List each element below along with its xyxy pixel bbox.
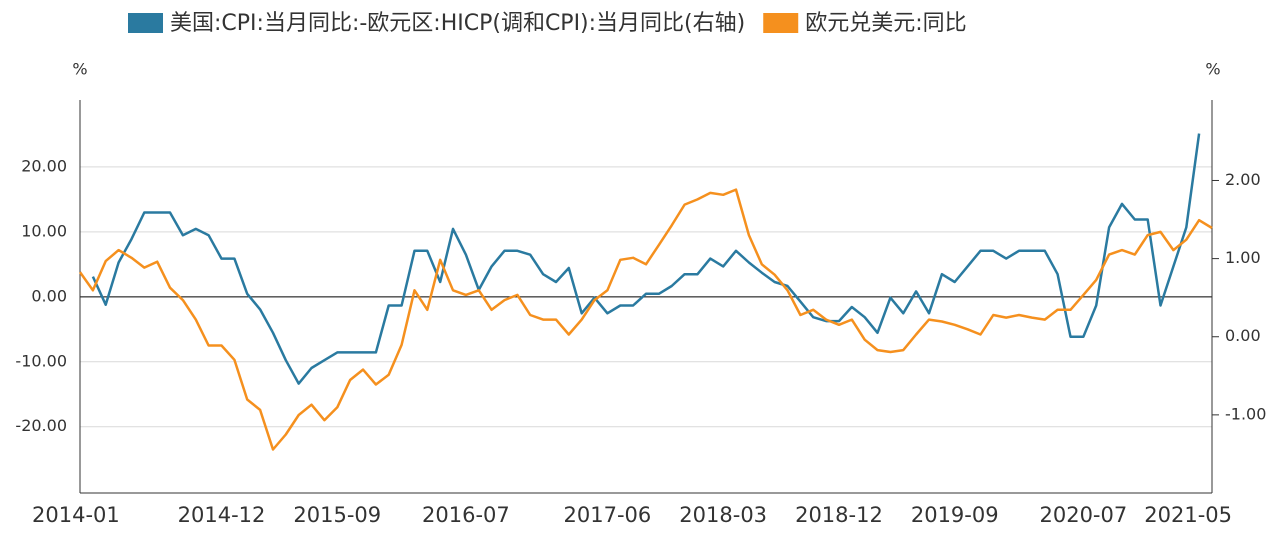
y-tick-label: -10.00 xyxy=(15,351,67,370)
x-tick-label: 2014-12 xyxy=(178,503,266,527)
x-tick-label: 2018-12 xyxy=(795,503,883,527)
y-axis-unit: % xyxy=(72,60,87,79)
x-tick-label: 2016-07 xyxy=(422,503,510,527)
y-tick-label: 20.00 xyxy=(21,156,67,175)
x-tick-label: 2021-05 xyxy=(1144,503,1232,527)
legend-label: 欧元兑美元:同比 xyxy=(805,11,966,36)
x-tick-label: 2015-09 xyxy=(293,503,381,527)
series-line xyxy=(91,133,1201,385)
y-tick-label: 10.00 xyxy=(21,221,67,240)
y2-tick-label: 1.00 xyxy=(1225,248,1261,267)
x-tick-label: 2020-07 xyxy=(1039,503,1127,527)
x-tick-label: 2018-03 xyxy=(679,503,767,527)
legend-label: 美国:CPI:当月同比:-欧元区:HICP(调和CPI):当月同比(右轴) xyxy=(170,11,745,36)
legend-swatch xyxy=(763,13,799,33)
y-tick-label: 0.00 xyxy=(31,286,67,305)
series-line xyxy=(78,188,1213,451)
x-tick-label: 2014-01 xyxy=(32,503,120,527)
legend-swatch xyxy=(128,13,163,33)
x-tick-label: 2019-09 xyxy=(911,503,999,527)
x-tick-label: 2017-06 xyxy=(564,503,652,527)
y2-tick-label: -1.00 xyxy=(1225,404,1266,423)
y2-tick-label: 2.00 xyxy=(1225,170,1261,189)
y2-axis-unit: % xyxy=(1205,60,1220,79)
y2-tick-label: 0.00 xyxy=(1225,326,1261,345)
y-tick-label: -20.00 xyxy=(15,416,67,435)
